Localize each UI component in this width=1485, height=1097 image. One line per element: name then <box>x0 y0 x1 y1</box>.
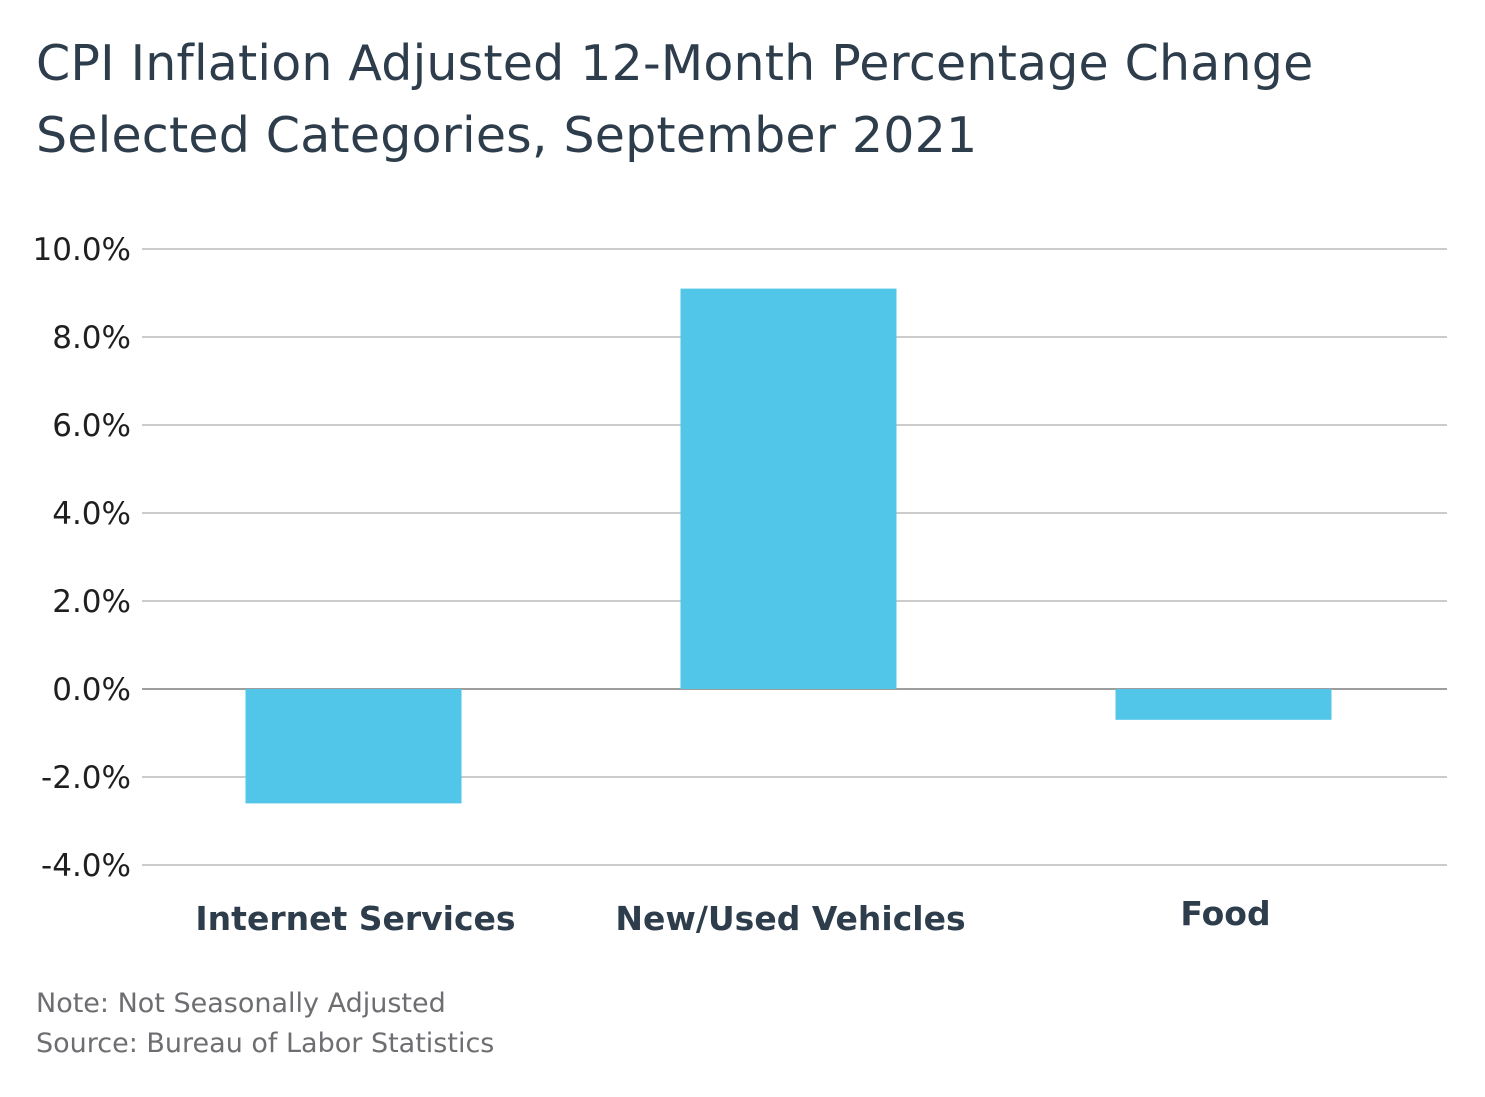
y-tick-label: 8.0% <box>52 320 131 356</box>
note-text: Note: Not Seasonally Adjusted <box>36 988 446 1019</box>
chart-title-block: CPI Inflation Adjusted 12-Month Percenta… <box>36 28 1313 172</box>
source-text: Source: Bureau of Labor Statistics <box>36 1028 495 1059</box>
y-tick-label: -2.0% <box>41 760 131 796</box>
y-tick-label: 4.0% <box>52 496 131 532</box>
chart-subtitle: Selected Categories, September 2021 <box>36 107 978 164</box>
y-tick-label: 2.0% <box>52 584 131 620</box>
bar <box>680 288 897 689</box>
bar <box>1115 689 1332 720</box>
bar <box>245 689 462 804</box>
y-tick-label: 10.0% <box>33 232 131 268</box>
chart-title: CPI Inflation Adjusted 12-Month Percenta… <box>36 35 1314 92</box>
footnotes: Note: Not Seasonally Adjusted Source: Bu… <box>36 984 494 1064</box>
y-tick-label: 6.0% <box>52 408 131 444</box>
y-tick-label: 0.0% <box>52 672 131 708</box>
x-category-label: Food <box>1180 894 1270 933</box>
x-category-label: Internet Services <box>195 899 515 938</box>
x-category-label: New/Used Vehicles <box>615 899 965 938</box>
y-tick-label: -4.0% <box>41 848 131 884</box>
